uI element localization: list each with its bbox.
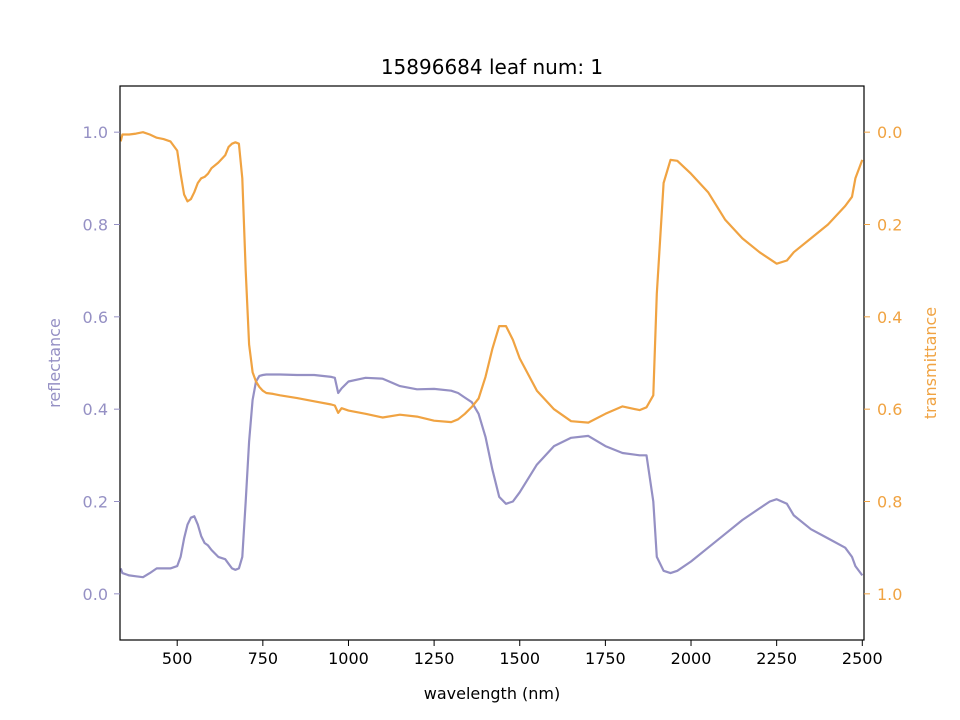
x-tick-label: 2000 <box>671 649 712 668</box>
x-tick-label: 1250 <box>414 649 455 668</box>
y-right-tick-label: 0.6 <box>877 400 902 419</box>
x-axis-title: wavelength (nm) <box>424 684 561 703</box>
series-layer <box>119 131 864 579</box>
y-left-tick-label: 0.8 <box>83 216 108 235</box>
chart-title: 15896684 leaf num: 1 <box>381 55 603 79</box>
plot-frame <box>119 85 865 641</box>
reflectance-line <box>119 373 864 579</box>
x-tick-label: 750 <box>248 649 279 668</box>
x-tick-label: 1750 <box>585 649 626 668</box>
y-right-tick-label: 0.2 <box>877 216 902 235</box>
y-right-tick-label: 0.4 <box>877 308 902 327</box>
x-tick-label: 500 <box>162 649 193 668</box>
y-left-tick-label: 0.2 <box>83 493 108 512</box>
y-axis-right-title: transmittance <box>921 307 940 419</box>
y-right-tick-label: 1.0 <box>877 585 902 604</box>
y-axis-left-title: reflectance <box>45 318 64 408</box>
y-left-tick-label: 0.4 <box>83 400 108 419</box>
x-tick-label: 2250 <box>756 649 797 668</box>
y-right-tick-label: 0.8 <box>877 493 902 512</box>
y-left-tick-label: 0.6 <box>83 308 108 327</box>
y-right-tick-label: 0.0 <box>877 123 902 142</box>
y-left-tick-label: 0.0 <box>83 585 108 604</box>
transmittance-line <box>119 131 864 424</box>
x-tick-label: 1000 <box>328 649 369 668</box>
x-tick-label: 1500 <box>499 649 540 668</box>
y-left-tick-label: 1.0 <box>83 123 108 142</box>
axes-layer: 500 750 1000 1250 1500 1750 2000 2250 2500 0.0 0.2… <box>83 85 902 668</box>
x-tick-label: 2500 <box>842 649 883 668</box>
